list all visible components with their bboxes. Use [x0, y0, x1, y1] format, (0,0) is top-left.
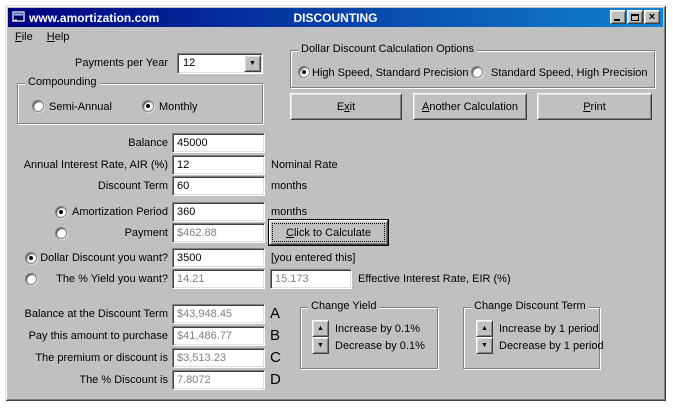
yield-down-label: Decrease by 0.1% [335, 340, 425, 352]
term-down-label: Decrease by 1 period [499, 340, 604, 352]
up-arrow-icon: ▲ [481, 325, 488, 332]
radio-dollar-discount[interactable] [25, 252, 37, 264]
percent-yield-label: The % Yield you want? [56, 273, 168, 285]
payment-label: Payment [124, 227, 168, 239]
percent-yield-input [172, 269, 265, 289]
yield-up-label: Increase by 0.1% [335, 323, 420, 335]
maximize-button[interactable] [627, 10, 643, 24]
app-icon [12, 11, 25, 22]
menu-file[interactable]: File [15, 30, 33, 43]
chevron-down-icon[interactable]: ▼ [244, 55, 261, 72]
yield-down-button[interactable]: ▼ [312, 337, 329, 354]
air-label: Annual Interest Rate, AIR (%) [23, 159, 168, 171]
term-down-button[interactable]: ▼ [476, 337, 493, 354]
minimize-icon [614, 19, 620, 21]
result-c-tag: C [270, 349, 281, 366]
change-yield-group: Change Yield ▲ ▼ Increase by 0.1% Decrea… [300, 300, 438, 369]
discount-term-unit-label: months [271, 180, 308, 192]
radio-monthly-label: Monthly [159, 101, 198, 113]
result-a-value [172, 304, 265, 324]
result-d-label: The % Discount is [79, 374, 168, 386]
menubar: File Help [8, 28, 76, 45]
radio-high-speed[interactable] [298, 66, 310, 78]
amortization-unit-label: months [271, 206, 308, 218]
payments-per-year-label: Payments per Year [75, 57, 168, 69]
titlebar: www.amortization.com DISCOUNTING × [8, 8, 663, 27]
air-input[interactable] [172, 155, 265, 175]
radio-standard-speed-label: Standard Speed, High Precision [491, 67, 648, 79]
dollar-discount-input[interactable] [172, 248, 265, 268]
change-yield-title: Change Yield [308, 300, 380, 312]
result-b-label: Pay this amount to purchase [28, 330, 168, 342]
discount-term-label: Discount Term [97, 180, 168, 192]
balance-label: Balance [128, 137, 168, 149]
result-b-value [172, 326, 265, 346]
compounding-group: Compounding Semi-Annual Monthly [17, 76, 263, 124]
dollar-discount-label: Dollar Discount you want? [40, 252, 168, 264]
amortization-period-label: Amortization Period [72, 206, 168, 218]
dialog-title: DISCOUNTING [293, 10, 378, 25]
result-a-tag: A [270, 305, 281, 322]
radio-monthly[interactable] [142, 100, 154, 112]
amortization-period-input[interactable] [172, 202, 265, 222]
up-arrow-icon: ▲ [317, 325, 324, 332]
you-entered-this-label: [you entered this] [271, 252, 356, 264]
term-up-label: Increase by 1 period [499, 323, 599, 335]
result-c-label: The premium or discount is [35, 352, 168, 364]
calc-options-group-title: Dollar Discount Calculation Options [298, 43, 478, 55]
radio-semi-annual-label: Semi-Annual [49, 101, 112, 113]
payments-per-year-dropdown[interactable]: 12 ▼ [177, 53, 263, 74]
radio-payment[interactable] [55, 227, 67, 239]
calc-options-group: Dollar Discount Calculation Options High… [290, 43, 655, 88]
close-button[interactable]: × [644, 10, 660, 24]
term-up-button[interactable]: ▲ [476, 320, 493, 337]
change-term-group: Change Discount Term ▲ ▼ Increase by 1 p… [463, 300, 604, 369]
window-title: www.amortization.com [29, 10, 160, 25]
caption-buttons: × [609, 10, 660, 24]
down-arrow-icon: ▼ [481, 342, 488, 349]
eir-input [270, 269, 352, 289]
radio-semi-annual[interactable] [32, 100, 44, 112]
app-window: www.amortization.com DISCOUNTING × File … [5, 5, 666, 401]
radio-amortization-period[interactable] [55, 206, 67, 218]
change-term-title: Change Discount Term [471, 300, 589, 312]
compounding-group-title: Compounding [25, 76, 100, 88]
result-a-label: Balance at the Discount Term [24, 308, 168, 320]
maximize-icon [631, 13, 639, 21]
result-d-tag: D [270, 371, 281, 388]
nominal-rate-label: Nominal Rate [271, 159, 338, 171]
discount-term-input[interactable] [172, 176, 265, 196]
payments-per-year-value: 12 [183, 57, 196, 69]
payment-input [172, 223, 265, 243]
radio-standard-speed[interactable] [471, 66, 483, 78]
result-b-tag: B [270, 327, 281, 344]
minimize-button[interactable] [610, 10, 626, 24]
menu-help[interactable]: Help [46, 30, 70, 43]
radio-high-speed-label: High Speed, Standard Precision [312, 67, 469, 79]
result-c-value [172, 348, 265, 368]
yield-up-button[interactable]: ▲ [312, 320, 329, 337]
radio-percent-yield[interactable] [25, 273, 37, 285]
balance-input[interactable] [172, 133, 265, 153]
close-icon: × [648, 11, 656, 23]
down-arrow-icon: ▼ [317, 342, 324, 349]
result-d-value [172, 370, 265, 390]
eir-label: Effective Interest Rate, EIR (%) [358, 273, 511, 285]
